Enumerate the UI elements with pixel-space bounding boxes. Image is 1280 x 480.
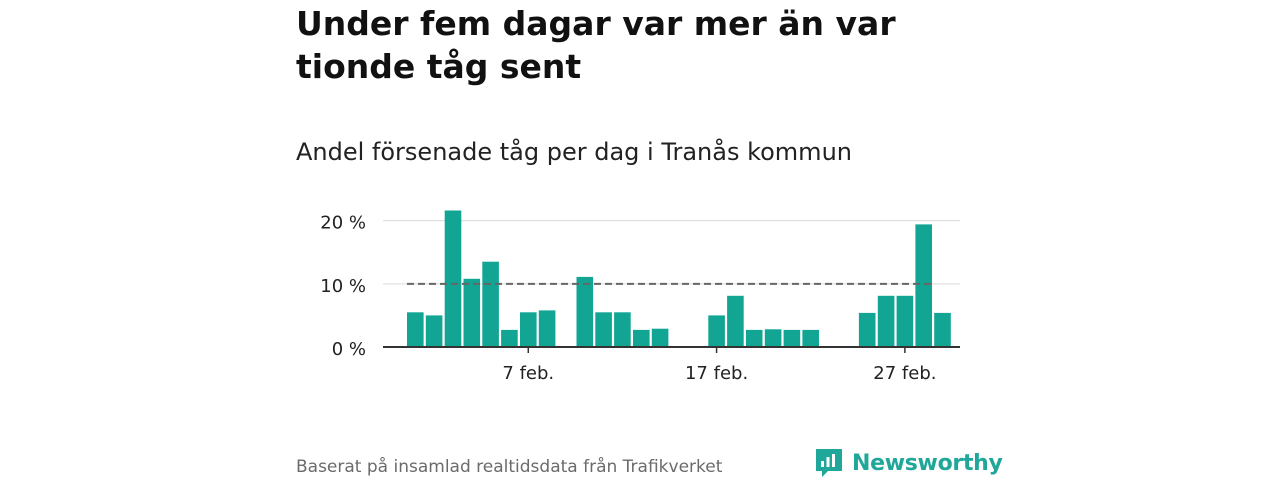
bar [858,312,876,347]
x-tick-label: 7 feb. [502,363,554,384]
x-tick-label: 27 feb. [873,363,936,384]
bar [538,310,556,347]
bar [651,328,669,347]
bar [896,295,914,347]
bar [576,276,594,347]
bar [802,329,819,347]
bar [764,329,782,347]
chart-subtitle: Andel försenade tåg per dag i Tranås kom… [296,138,852,166]
bar [407,312,424,348]
newsworthy-logo-icon [816,449,842,477]
bar [501,329,518,347]
bar [595,312,612,348]
y-tick-label: 20 % [320,213,366,234]
bar [444,210,462,347]
bar [482,261,499,347]
source-note: Baserat på insamlad realtidsdata från Tr… [296,457,723,477]
bar [425,315,443,347]
y-tick-label: 0 % [332,339,366,360]
brand-name: Newsworthy [852,450,1003,476]
bar [745,329,763,347]
bar [614,312,631,348]
x-tick-label: 17 feb. [685,363,748,384]
bar [934,312,951,347]
bar [727,295,744,347]
bar [463,278,481,347]
bar [877,295,895,347]
brand-logo[interactable]: Newsworthy [814,447,1003,479]
chart-title: Under fem dagar var mer än var tionde tå… [296,4,896,86]
y-tick-label: 10 % [320,276,366,297]
bar [708,315,725,347]
bar [633,329,650,347]
bar [915,224,932,347]
bar [520,312,537,348]
bar [783,329,801,347]
